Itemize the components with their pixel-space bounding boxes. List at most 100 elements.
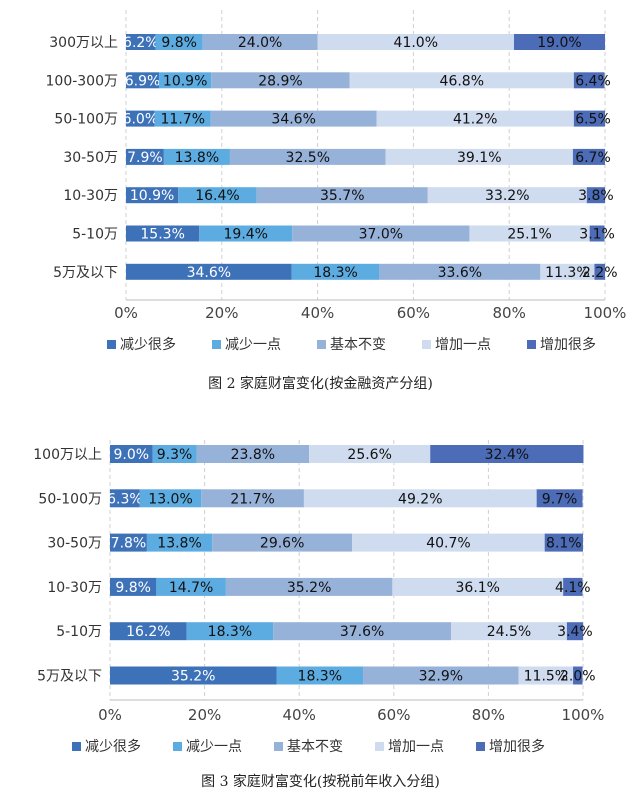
bar-segment (110, 533, 147, 552)
bar-segment (186, 622, 274, 641)
data-label: 23.8% (231, 447, 275, 463)
legend-label: 减少很多 (120, 336, 176, 353)
category-label: 100-300万 (46, 73, 119, 89)
bar-segment (349, 72, 574, 89)
bar-segment (392, 577, 564, 596)
bar-segment (563, 577, 583, 596)
data-label: 2.0% (560, 669, 596, 685)
bar-segment (156, 577, 226, 596)
bar-segment (225, 577, 393, 596)
legend-swatch (274, 742, 283, 751)
data-label: 29.6% (260, 536, 304, 552)
data-label: 19.0% (537, 35, 581, 51)
data-label: 16.2% (126, 624, 170, 640)
data-label: 10.9% (130, 188, 174, 204)
data-label: 18.3% (208, 624, 252, 640)
category-label: 300万以上 (49, 35, 118, 51)
bar-segment (566, 622, 583, 641)
chart-pretax-income: 0% 20% 40% 60% 80% 100% 100万以上 9.0% 9.3% 23.8% 25.… (33, 440, 604, 755)
bar-segment (126, 225, 200, 242)
data-label: 24.0% (238, 35, 282, 51)
data-label: 28.9% (258, 73, 302, 89)
data-label: 34.6% (271, 112, 315, 128)
bar-segment (196, 445, 310, 463)
x-tick-label: 40% (301, 304, 334, 322)
data-label: 13.8% (175, 150, 219, 166)
data-label: 6.3% (107, 491, 143, 507)
category-label: 30-50万 (47, 536, 102, 552)
legend-swatch (317, 340, 326, 349)
data-label: 6.7% (575, 150, 611, 166)
data-label: 33.6% (438, 265, 482, 281)
data-label: 25.6% (347, 447, 391, 463)
bar-segment (536, 489, 583, 508)
data-label: 6.0% (123, 112, 159, 128)
bar-segment (379, 263, 541, 280)
bar-segment (110, 666, 277, 685)
bar-segment (518, 666, 574, 685)
data-label: 9.3% (157, 447, 193, 463)
bar-segment (303, 489, 537, 508)
legend-swatch (72, 742, 81, 751)
x-tick-label: 80% (493, 304, 526, 322)
bar-segment (126, 148, 164, 165)
bar-segment (154, 110, 211, 127)
data-label: 19.4% (224, 227, 268, 243)
x-tick-label: 60% (377, 706, 410, 724)
bar-segment (159, 72, 212, 89)
category-label: 10-30万 (47, 580, 102, 596)
data-label: 4.1% (555, 580, 591, 596)
data-label: 9.8% (115, 580, 151, 596)
data-label: 34.6% (187, 265, 231, 281)
bar-segment (212, 533, 353, 552)
caption-figure-3: 图 3 家庭财富变化(按税前年收入分组) (201, 774, 440, 790)
data-label: 13.0% (148, 491, 192, 507)
bar-segment (211, 72, 350, 89)
bar-segment (110, 445, 153, 463)
data-label: 3.1% (579, 227, 615, 243)
data-label: 13.8% (157, 536, 201, 552)
data-label: 7.8% (111, 536, 147, 552)
bar-segment (363, 666, 519, 685)
data-label: 3.4% (557, 624, 593, 640)
bar-segment (110, 577, 157, 596)
bar-segment (110, 622, 187, 641)
bar-segment (594, 263, 605, 280)
legend-swatch (422, 340, 431, 349)
data-label: 40.7% (426, 536, 470, 552)
legend-swatch (375, 742, 384, 751)
category-label: 5万及以下 (37, 669, 102, 685)
data-label: 3.8% (578, 188, 614, 204)
bar-segment (352, 533, 545, 552)
bar-segment (155, 34, 203, 50)
data-label: 37.6% (340, 624, 384, 640)
data-label: 18.3% (313, 265, 357, 281)
bar-segment (586, 187, 605, 204)
data-label: 41.0% (394, 35, 438, 51)
data-label: 16.4% (195, 188, 239, 204)
x-tick-label: 0% (114, 304, 138, 322)
x-tick-label: 100% (584, 304, 627, 322)
bar-segment (291, 263, 380, 280)
data-label: 21.7% (230, 491, 274, 507)
bar-segment (146, 533, 213, 552)
bar-segment (178, 187, 257, 204)
bar-segment (126, 34, 156, 50)
legend-label: 增加很多 (540, 336, 596, 353)
category-label: 100万以上 (33, 447, 102, 463)
category-label: 10-30万 (63, 188, 118, 204)
x-tick-label: 80% (472, 706, 505, 724)
bar-segment (376, 110, 574, 127)
category-label: 30-50万 (63, 150, 118, 166)
bar-segment (163, 148, 230, 165)
bar-segment (292, 225, 470, 242)
data-label: 11.3% (545, 265, 589, 281)
bar-segment (126, 263, 292, 280)
data-label: 35.2% (171, 669, 215, 685)
x-tick-label: 20% (205, 304, 238, 322)
x-tick-label: 0% (98, 706, 122, 724)
bar-segment (427, 187, 587, 204)
data-label: 33.2% (485, 188, 529, 204)
data-label: 24.5% (487, 624, 531, 640)
bar-segment (126, 72, 160, 89)
